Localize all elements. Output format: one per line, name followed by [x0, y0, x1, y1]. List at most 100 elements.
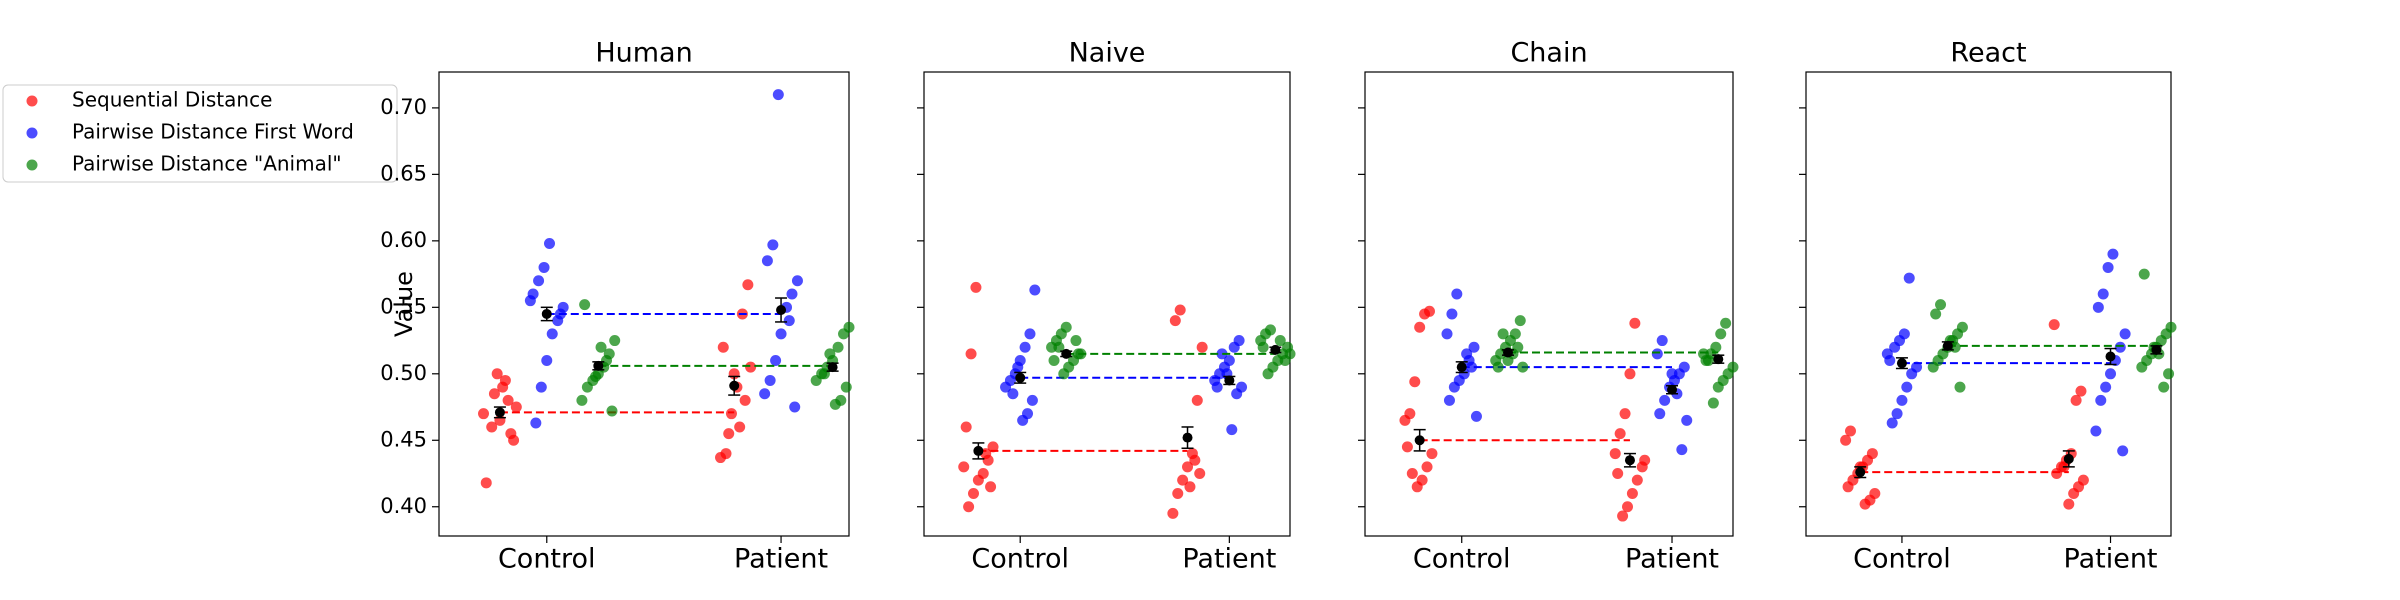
data-point [1614, 428, 1626, 440]
axes-frame [1364, 71, 1734, 537]
panel-title: Naive [1069, 38, 1146, 69]
data-point [576, 394, 588, 406]
data-point [840, 381, 852, 393]
mean-marker [1502, 347, 1513, 358]
data-point [764, 374, 776, 386]
data-point [1070, 335, 1082, 347]
data-point [2090, 425, 2102, 437]
data-point [972, 474, 984, 486]
data-point [1903, 272, 1915, 284]
data-point [761, 255, 773, 267]
data-point [1656, 335, 1668, 347]
data-point [824, 348, 836, 360]
data-point [1886, 417, 1898, 429]
data-point [478, 408, 490, 420]
data-point [1844, 425, 1856, 437]
mean-marker [1061, 348, 1072, 359]
data-point [717, 341, 729, 353]
y-tick-label: 0.65 [380, 161, 427, 185]
data-point [533, 275, 545, 287]
data-point [546, 328, 558, 340]
data-point [1698, 348, 1710, 360]
data-point [524, 295, 536, 307]
mean-marker [593, 360, 604, 371]
x-tick-label: Patient [1182, 544, 1276, 575]
data-point [767, 239, 779, 251]
data-point [2051, 468, 2063, 480]
legend-label: Pairwise Distance First Word [72, 120, 354, 144]
data-point [2117, 445, 2129, 457]
data-point [1174, 304, 1186, 316]
data-point [1401, 441, 1413, 453]
x-tick-label: Control [1413, 544, 1511, 575]
data-point [1517, 361, 1529, 373]
data-point [2102, 261, 2114, 273]
mean-marker [729, 380, 740, 391]
data-point [581, 381, 593, 393]
data-point [1026, 394, 1038, 406]
y-axis-label: Value [390, 271, 418, 337]
data-point [2138, 268, 2150, 280]
y-tick-label: 0.70 [380, 95, 427, 119]
data-point [739, 394, 751, 406]
data-point [530, 417, 542, 429]
data-point [590, 370, 602, 382]
data-point [1651, 348, 1663, 360]
panel-title: Chain [1510, 38, 1587, 69]
data-point [2119, 328, 2131, 340]
data-point [1211, 381, 1223, 393]
data-point [1414, 321, 1426, 333]
data-point [1468, 341, 1480, 353]
data-point [1443, 394, 1455, 406]
data-point [488, 388, 500, 400]
mean-marker [2151, 344, 2162, 355]
data-point [2107, 248, 2119, 260]
x-tick-label: Control [1853, 544, 1951, 575]
data-point [2097, 288, 2109, 300]
data-point [783, 315, 795, 327]
data-point [810, 374, 822, 386]
x-tick-label: Patient [1625, 544, 1719, 575]
data-point [1896, 394, 1908, 406]
data-point [1497, 328, 1509, 340]
legend-label: Sequential Distance [72, 88, 272, 112]
data-point [970, 281, 982, 293]
legend-box [2, 84, 398, 183]
data-point [491, 368, 503, 380]
data-point [1000, 381, 1012, 393]
x-tick-label: Control [971, 544, 1069, 575]
data-point [965, 348, 977, 360]
data-point [1470, 410, 1482, 422]
panel-title: React [1950, 38, 2026, 69]
legend-marker [26, 127, 38, 139]
data-point [1891, 408, 1903, 420]
data-point [502, 394, 514, 406]
data-point [770, 355, 782, 367]
data-point [1409, 376, 1421, 388]
x-tick-label: Patient [734, 544, 828, 575]
data-point [1712, 381, 1724, 393]
mean-marker [973, 445, 984, 456]
data-point [1514, 315, 1526, 327]
data-point [832, 341, 844, 353]
data-point [595, 341, 607, 353]
data-point [967, 487, 979, 499]
mean-marker [1855, 467, 1866, 478]
data-point [1167, 507, 1179, 519]
data-point [838, 328, 850, 340]
data-point [1228, 341, 1240, 353]
y-tick-label: 0.45 [380, 427, 427, 451]
data-point [1622, 501, 1634, 513]
data-point [1053, 341, 1065, 353]
data-point [1842, 481, 1854, 493]
data-point [1609, 448, 1621, 460]
mean-marker [776, 304, 787, 315]
data-point [759, 388, 771, 400]
axes-frame [923, 71, 1291, 537]
data-point [2158, 381, 2170, 393]
data-point [1927, 361, 1939, 373]
data-point [963, 501, 975, 513]
panel-title: Human [595, 38, 692, 69]
data-point [1619, 408, 1631, 420]
data-point [535, 381, 547, 393]
